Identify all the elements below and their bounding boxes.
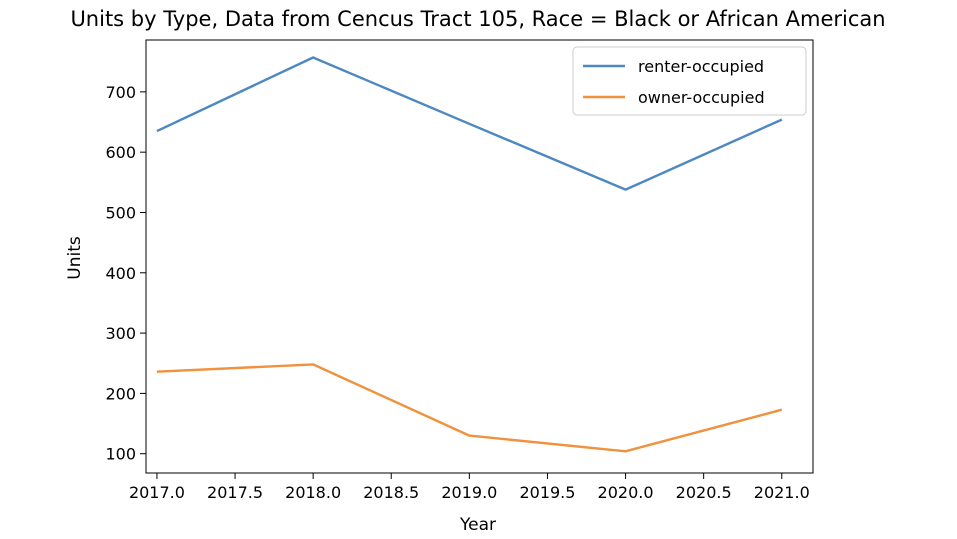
y-tick-label: 700 [105, 83, 136, 102]
x-tick-label: 2021.0 [754, 483, 810, 502]
y-tick-label: 200 [105, 384, 136, 403]
series-line-renter-occupied [156, 56, 783, 191]
x-tick-label: 2020.0 [598, 483, 654, 502]
y-tick-label: 100 [105, 445, 136, 464]
y-axis-ticks: 100 200 300 400 500 600 700 [105, 83, 146, 464]
legend-box [572, 46, 807, 116]
x-tick-label: 2019.5 [519, 483, 575, 502]
chart-title: Units by Type, Data from Cencus Tract 10… [70, 7, 885, 31]
y-tick-label: 600 [105, 143, 136, 162]
x-tick-label: 2017.0 [129, 483, 185, 502]
y-tick-label: 300 [105, 324, 136, 343]
x-tick-label: 2019.0 [441, 483, 497, 502]
x-axis-label: Year [459, 515, 496, 535]
y-axis-label: Units [65, 236, 85, 280]
series-layer [156, 56, 783, 453]
y-tick-label: 400 [105, 264, 136, 283]
x-tick-label: 2020.5 [676, 483, 732, 502]
legend-label: owner-occupied [638, 88, 765, 107]
x-axis-ticks: 2017.0 2017.5 2018.0 2018.5 2019.0 2019.5 2020… [129, 473, 810, 502]
legend: renter-occupied owner-occupied [572, 46, 807, 116]
plot-area [145, 39, 814, 474]
x-tick-label: 2018.5 [363, 483, 419, 502]
plot-frame [145, 39, 814, 474]
x-tick-label: 2018.0 [285, 483, 341, 502]
x-tick-label: 2017.5 [207, 483, 263, 502]
y-tick-label: 500 [105, 203, 136, 222]
series-line-owner-occupied [156, 363, 783, 453]
legend-label: renter-occupied [638, 57, 764, 76]
